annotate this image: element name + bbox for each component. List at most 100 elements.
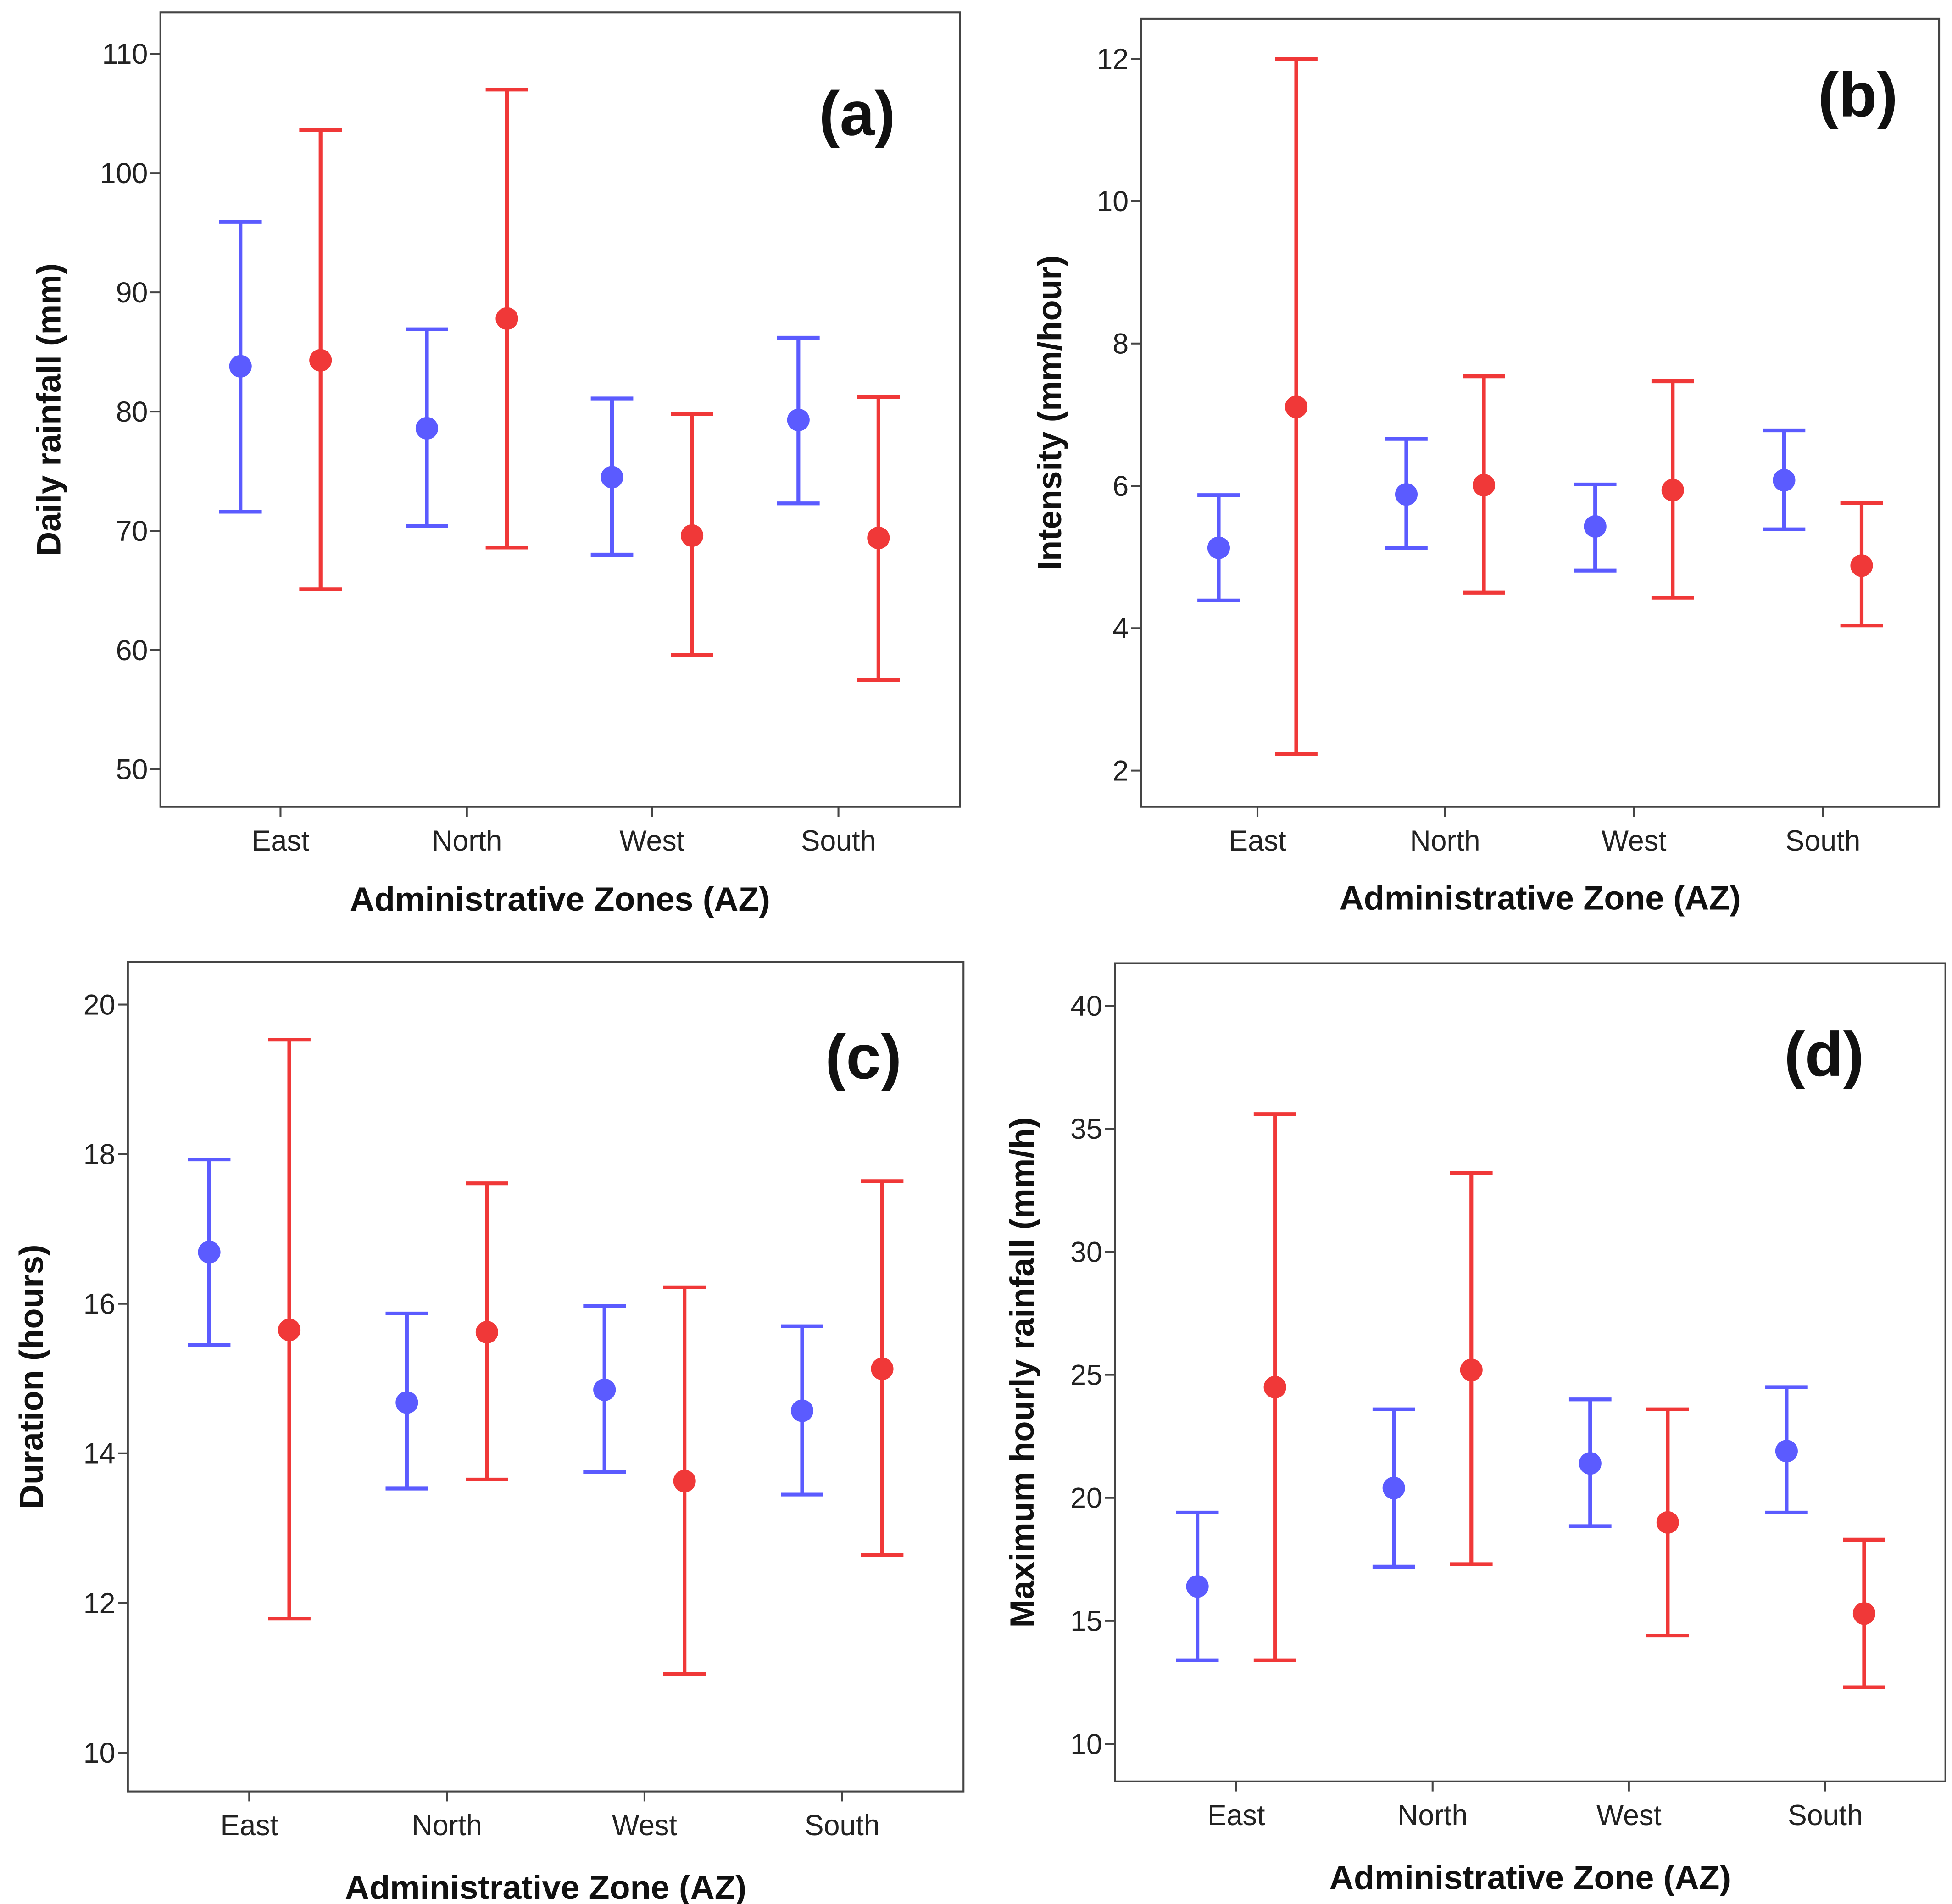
y-tick-label: 90 bbox=[116, 277, 148, 309]
x-tick-label: East bbox=[221, 1809, 278, 1842]
y-tick-label: 2 bbox=[1112, 755, 1129, 787]
error-bar bbox=[299, 128, 342, 591]
error-bar bbox=[777, 335, 820, 506]
error-bar bbox=[1568, 1397, 1612, 1528]
x-tick-label: North bbox=[1410, 825, 1480, 857]
error-bar bbox=[1651, 379, 1694, 600]
y-tick-label: 30 bbox=[1070, 1236, 1102, 1268]
y-tick-label: 4 bbox=[1112, 612, 1129, 645]
error-bar bbox=[1463, 374, 1505, 595]
mean-point bbox=[1584, 515, 1607, 538]
panel-c: 10 12 14 16 18 20 East North West South (c) Adminis… bbox=[12, 961, 965, 1904]
panel-label: (d) bbox=[1784, 1019, 1864, 1089]
error-bar bbox=[1646, 1407, 1689, 1638]
y-tick-label: 18 bbox=[83, 1138, 116, 1170]
mean-point bbox=[495, 307, 518, 330]
plot-frame bbox=[127, 961, 965, 1793]
error-bar bbox=[1176, 1510, 1219, 1662]
mean-point bbox=[673, 1470, 696, 1492]
y-tick-label: 35 bbox=[1070, 1113, 1102, 1145]
x-tick-label: East bbox=[252, 825, 309, 857]
error-bar bbox=[268, 1038, 311, 1621]
mean-point bbox=[787, 408, 810, 431]
panel-d: 10 15 20 25 30 35 40 East North West South (d) Admin… bbox=[1003, 962, 1946, 1896]
error-bar bbox=[1574, 482, 1617, 573]
error-bar bbox=[1450, 1171, 1493, 1566]
mean-point bbox=[601, 466, 623, 489]
y-axis-title: Maximum hourly rainfall (mm/h) bbox=[1003, 1117, 1041, 1627]
mean-point bbox=[229, 355, 252, 378]
mean-point bbox=[475, 1321, 498, 1344]
y-tick-label: 80 bbox=[116, 396, 148, 428]
y-tick-label: 50 bbox=[116, 754, 148, 786]
error-bar bbox=[857, 395, 900, 682]
x-tick-label: East bbox=[1207, 1799, 1265, 1832]
mean-point bbox=[1852, 1602, 1875, 1625]
y-axis-title: Intensity (mm/hour) bbox=[1030, 255, 1068, 570]
x-tick-label: West bbox=[619, 825, 684, 857]
y-tick-label: 10 bbox=[1096, 185, 1129, 217]
x-tick-label: South bbox=[801, 825, 876, 857]
y-tick-label: 14 bbox=[83, 1438, 116, 1470]
y-tick-label: 20 bbox=[1070, 1482, 1102, 1514]
error-bar bbox=[671, 412, 713, 657]
y-tick-label: 110 bbox=[102, 38, 148, 70]
error-bar bbox=[1840, 501, 1883, 628]
mean-point bbox=[1773, 469, 1796, 492]
error-bar bbox=[485, 88, 528, 550]
error-bar bbox=[1385, 437, 1428, 550]
y-axis-title: Duration (hours) bbox=[12, 1244, 50, 1509]
plot-frame bbox=[1114, 962, 1946, 1782]
y-tick-label: 6 bbox=[1112, 470, 1129, 502]
error-bar bbox=[1763, 428, 1806, 531]
mean-point bbox=[1775, 1440, 1798, 1463]
panel-label: (c) bbox=[825, 1022, 902, 1091]
y-tick-label: 16 bbox=[83, 1288, 116, 1320]
error-bar bbox=[406, 327, 448, 528]
error-bar bbox=[188, 1157, 231, 1347]
error-bar bbox=[590, 396, 634, 557]
x-axis-title: Administrative Zone (AZ) bbox=[345, 1868, 746, 1904]
mean-point bbox=[1207, 536, 1230, 559]
panel-label: (b) bbox=[1818, 60, 1898, 130]
mean-point bbox=[1285, 395, 1308, 418]
mean-point bbox=[1395, 483, 1418, 506]
y-tick-label: 12 bbox=[1096, 43, 1129, 75]
x-axis-title: Administrative Zone (AZ) bbox=[1329, 1858, 1731, 1896]
error-bar bbox=[663, 1285, 706, 1676]
mean-point bbox=[790, 1399, 814, 1422]
mean-point bbox=[681, 524, 704, 547]
x-tick-label: West bbox=[612, 1809, 677, 1842]
mean-point bbox=[309, 349, 332, 372]
x-tick-label: North bbox=[1397, 1799, 1468, 1832]
mean-point bbox=[1656, 1511, 1679, 1534]
y-tick-label: 15 bbox=[1070, 1605, 1102, 1637]
x-axis-title: Administrative Zone (AZ) bbox=[1340, 879, 1741, 917]
mean-point bbox=[1579, 1452, 1602, 1475]
error-bar bbox=[466, 1181, 508, 1482]
y-tick-label: 70 bbox=[116, 515, 148, 547]
error-bar bbox=[385, 1311, 428, 1491]
mean-point bbox=[1382, 1476, 1405, 1499]
error-bar bbox=[1253, 1112, 1296, 1662]
y-tick-label: 20 bbox=[83, 989, 116, 1021]
mean-point bbox=[1661, 479, 1684, 501]
plot-frame bbox=[159, 11, 961, 808]
x-tick-label: North bbox=[412, 1809, 482, 1842]
mean-point bbox=[593, 1378, 616, 1401]
error-bar bbox=[1765, 1385, 1808, 1515]
x-tick-label: North bbox=[432, 825, 502, 857]
mean-point bbox=[415, 417, 439, 440]
error-bar bbox=[861, 1179, 904, 1557]
mean-point bbox=[1186, 1575, 1209, 1598]
mean-point bbox=[1850, 554, 1873, 577]
error-bar bbox=[1843, 1537, 1885, 1689]
mean-point bbox=[867, 527, 890, 550]
x-axis-title: Administrative Zones (AZ) bbox=[350, 880, 770, 918]
y-tick-label: 10 bbox=[1070, 1728, 1102, 1760]
y-tick-label: 40 bbox=[1070, 990, 1102, 1022]
x-tick-label: South bbox=[1788, 1799, 1863, 1832]
y-tick-label: 12 bbox=[83, 1587, 116, 1620]
error-bar bbox=[219, 220, 262, 514]
